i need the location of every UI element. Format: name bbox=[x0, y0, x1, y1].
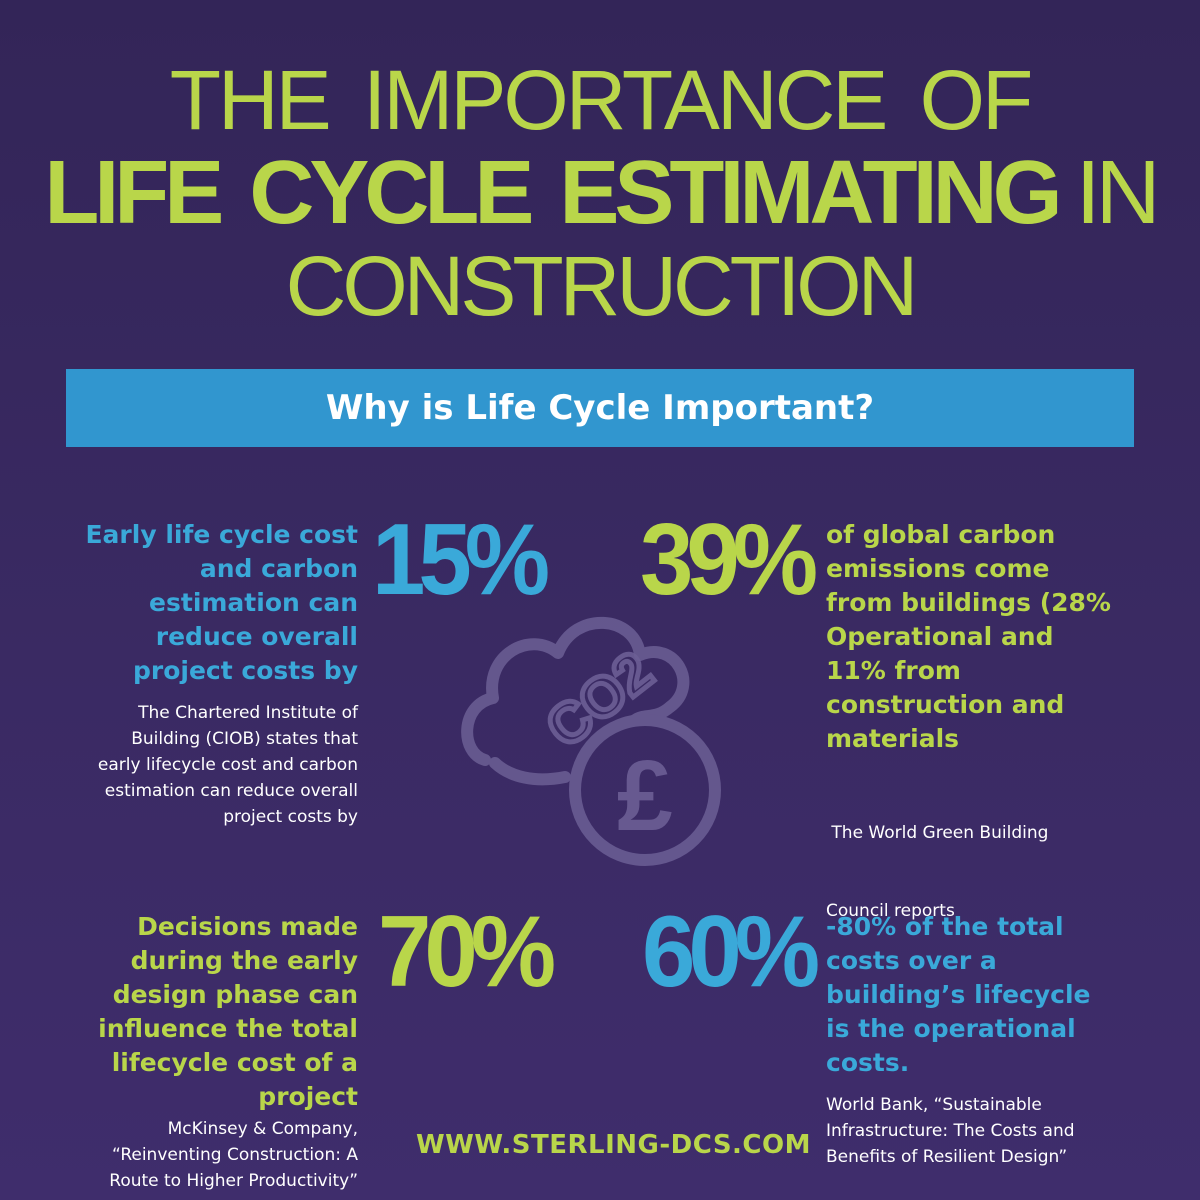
stat-4-text-line: building’s lifecycle bbox=[826, 980, 1091, 1009]
banner-heading: Why is Life Cycle Important? bbox=[325, 388, 875, 428]
website-link[interactable]: WWW.STERLING-DCS.COM bbox=[416, 1130, 811, 1160]
stat-4-source: World Bank, “Sustainable Infrastructure:… bbox=[826, 1092, 1166, 1170]
stat-1-text-line: Early life cycle cost bbox=[85, 520, 358, 549]
pound-symbol: £ bbox=[617, 740, 673, 852]
stat-3-text-line: influence the total bbox=[98, 1014, 358, 1043]
stat-1-text-line: reduce overall bbox=[155, 622, 358, 651]
stat-2-text-line: construction and bbox=[826, 690, 1065, 719]
stat-1-value: 15% bbox=[372, 503, 550, 617]
co2-cloud-pound-svg: CO2 £ bbox=[461, 616, 721, 866]
stat-3-source: McKinsey & Company, “Reinventing Constru… bbox=[40, 1116, 358, 1194]
stat-3-text-line: project bbox=[258, 1082, 358, 1111]
stat-2-value: 39% bbox=[640, 503, 818, 617]
stat-4-text-line: costs. bbox=[826, 1048, 910, 1077]
stat-2-source-line: The World Green Building bbox=[826, 823, 1049, 843]
stat-3-source-line: Route to Higher Productivity” bbox=[109, 1171, 358, 1191]
stat-1-text-line: and carbon bbox=[199, 554, 358, 583]
stat-4-text-line: -80% of the total bbox=[826, 912, 1064, 941]
co2-cloud-pound-icon: CO2 £ bbox=[455, 595, 725, 875]
stat-3-value: 70% bbox=[378, 895, 556, 1009]
stat-2-text-line: Operational and bbox=[826, 622, 1054, 651]
title-line-2: LIFE CYCLE ESTIMATING IN bbox=[0, 142, 1200, 245]
stat-1-source: The Chartered Institute of Building (CIO… bbox=[40, 700, 358, 830]
stat-4-text-line: is the operational bbox=[826, 1014, 1076, 1043]
stat-1-source-line: project costs by bbox=[223, 807, 358, 827]
stat-4-source-line: World Bank, “Sustainable bbox=[826, 1095, 1042, 1115]
stat-2-text-line: 11% from bbox=[826, 656, 961, 685]
title-line-2-bold: LIFE CYCLE ESTIMATING bbox=[44, 143, 1062, 243]
stat-3-source-line: McKinsey & Company, bbox=[167, 1119, 358, 1139]
stat-2-source: The World Green Building Council reports bbox=[826, 768, 1166, 950]
stat-3-text-line: Decisions made bbox=[137, 912, 358, 941]
stat-1-text-line: project costs by bbox=[133, 656, 358, 685]
stat-1-source-line: early lifecycle cost and carbon bbox=[97, 755, 358, 775]
stat-2-text-line: from buildings (28% bbox=[826, 588, 1111, 617]
stat-4-source-line: Infrastructure: The Costs and bbox=[826, 1121, 1075, 1141]
stat-4-text: -80% of the total costs over a building’… bbox=[826, 910, 1166, 1080]
stat-4-value: 60% bbox=[642, 895, 820, 1009]
stat-3-text: Decisions made during the early design p… bbox=[40, 910, 358, 1114]
stat-2-source-line: Council reports bbox=[826, 901, 955, 921]
title-line-1: THE IMPORTANCE OF bbox=[169, 53, 1034, 147]
stat-2-text-line: of global carbon bbox=[826, 520, 1056, 549]
stat-1-text-line: estimation can bbox=[149, 588, 358, 617]
stat-2-text: of global carbon emissions come from bui… bbox=[826, 518, 1166, 756]
title-line-3: CONSTRUCTION bbox=[285, 239, 919, 333]
stat-2-text-line: materials bbox=[826, 724, 960, 753]
stat-1-source-line: The Chartered Institute of bbox=[138, 703, 358, 723]
stat-1-source-line: Building (CIOB) states that bbox=[131, 729, 358, 749]
stat-3-text-line: design phase can bbox=[112, 980, 358, 1009]
title-line-2-light: IN bbox=[1075, 143, 1161, 243]
section-banner: Why is Life Cycle Important? bbox=[66, 369, 1134, 447]
stat-3-text-line: lifecycle cost of a bbox=[111, 1048, 358, 1077]
stat-3-text-line: during the early bbox=[130, 946, 358, 975]
stat-3-source-line: “Reinventing Construction: A bbox=[112, 1145, 358, 1165]
stat-4-source-line: Benefits of Resilient Design” bbox=[826, 1147, 1068, 1167]
stat-1-source-line: estimation can reduce overall bbox=[104, 781, 358, 801]
stat-1-text: Early life cycle cost and carbon estimat… bbox=[40, 518, 358, 688]
stat-4-text-line: costs over a bbox=[826, 946, 997, 975]
stat-2-text-line: emissions come bbox=[826, 554, 1050, 583]
